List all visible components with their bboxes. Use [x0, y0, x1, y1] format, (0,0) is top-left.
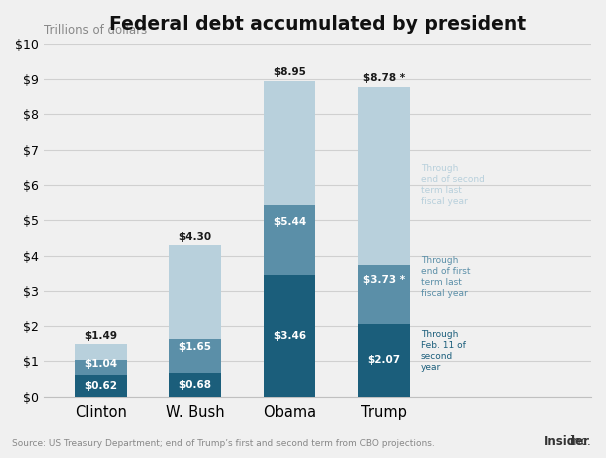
- Text: $1.49: $1.49: [84, 331, 118, 341]
- Bar: [75, 344, 127, 360]
- Bar: [264, 81, 315, 205]
- Bar: [264, 205, 315, 275]
- Text: Source: US Treasury Department; end of Trump’s first and second term from CBO pr: Source: US Treasury Department; end of T…: [12, 439, 435, 448]
- Text: Through
end of second
term last
fiscal year: Through end of second term last fiscal y…: [421, 164, 485, 206]
- Text: $0.62: $0.62: [84, 381, 118, 391]
- Text: Through
Feb. 11 of
second
year: Through Feb. 11 of second year: [421, 330, 466, 372]
- Bar: [169, 373, 221, 397]
- Text: Insider: Insider: [544, 435, 590, 448]
- Text: $2.07: $2.07: [367, 355, 400, 365]
- Bar: [358, 87, 410, 265]
- Bar: [358, 265, 410, 324]
- Text: $8.95: $8.95: [273, 67, 306, 77]
- Text: Trillions of dollars: Trillions of dollars: [44, 24, 148, 37]
- Title: Federal debt accumulated by president: Federal debt accumulated by president: [109, 15, 526, 34]
- Text: Through
end of first
term last
fiscal year: Through end of first term last fiscal ye…: [421, 256, 470, 298]
- Bar: [169, 338, 221, 373]
- Text: $4.30: $4.30: [179, 231, 211, 241]
- Bar: [169, 245, 221, 338]
- Bar: [358, 324, 410, 397]
- Text: $8.78 *: $8.78 *: [362, 73, 405, 83]
- Text: $1.04: $1.04: [84, 359, 118, 369]
- Bar: [75, 360, 127, 375]
- Bar: [75, 375, 127, 397]
- Text: $1.65: $1.65: [179, 342, 211, 352]
- Text: $3.46: $3.46: [273, 331, 306, 341]
- Text: inc.: inc.: [566, 435, 591, 448]
- Text: $3.73 *: $3.73 *: [362, 275, 405, 285]
- Text: $0.68: $0.68: [179, 380, 211, 390]
- Bar: [264, 275, 315, 397]
- Text: $5.44: $5.44: [273, 217, 306, 227]
